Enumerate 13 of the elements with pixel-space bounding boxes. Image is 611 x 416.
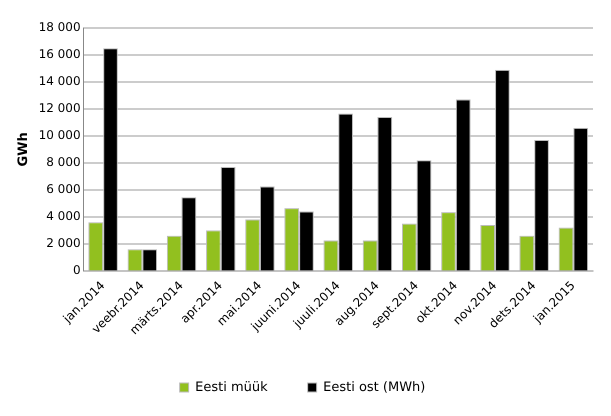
y-tick-label: 16 000 (38, 47, 81, 62)
y-tick-label: 10 000 (38, 128, 81, 142)
legend-label: Eesti ost (MWh) (323, 380, 426, 395)
y-tick-label: 12 000 (38, 101, 81, 116)
y-tick-label: 2 000 (46, 236, 81, 250)
legend-label: Eesti müük (195, 380, 268, 395)
y-tick-label: 8 000 (46, 155, 81, 170)
y-tick-label: 14 000 (38, 74, 81, 88)
y-tick-label: 0 (72, 262, 81, 277)
y-tick-label: 6 000 (46, 182, 81, 196)
y-axis-title: GWh (16, 132, 32, 167)
y-tick-label: 18 000 (38, 20, 81, 34)
y-tick-label: 4 000 (46, 208, 81, 223)
